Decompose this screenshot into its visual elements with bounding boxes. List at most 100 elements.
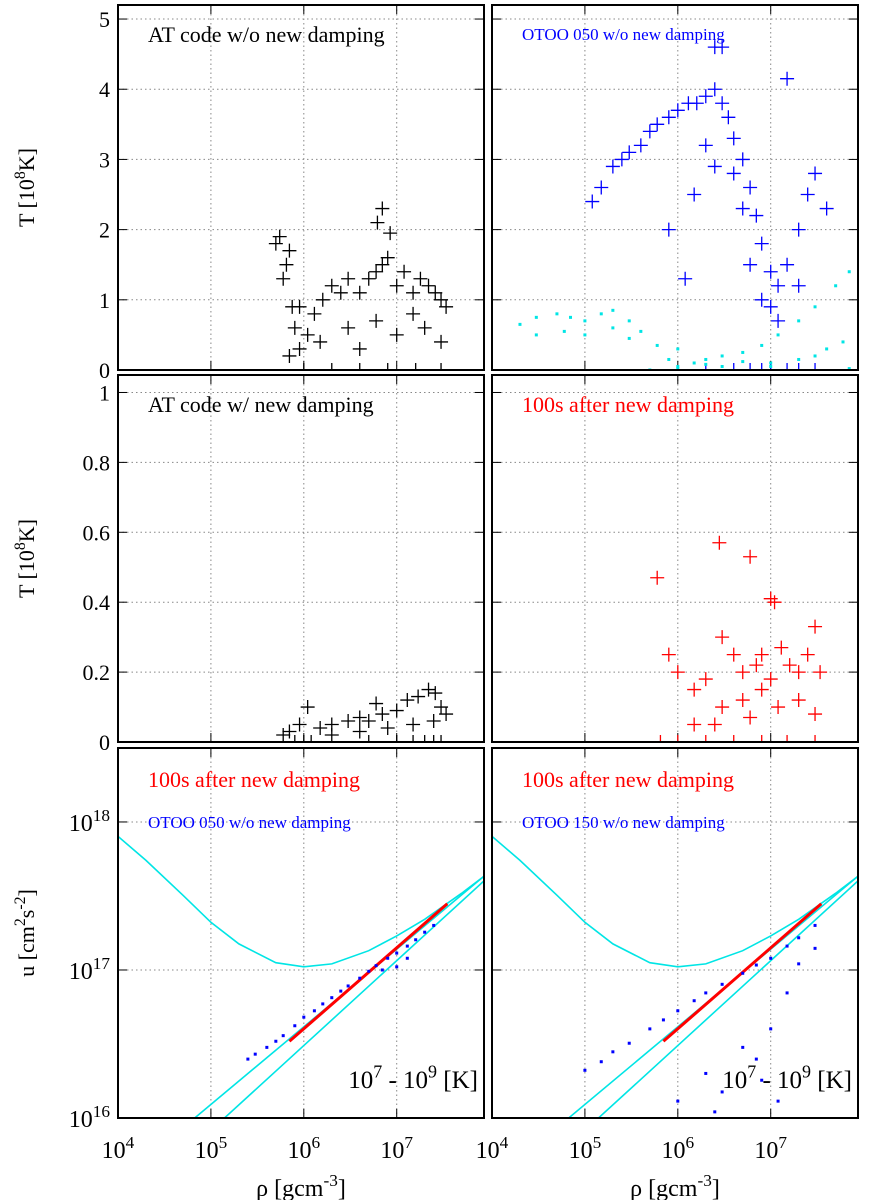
text-part: 10 <box>722 1067 747 1094</box>
plus-point <box>411 689 426 704</box>
dot-point <box>704 991 708 995</box>
text-part: -3 <box>697 1171 711 1190</box>
dot-point <box>374 964 378 968</box>
annotation: 100s after new damping <box>148 767 360 792</box>
text-part: 16 <box>93 1102 111 1121</box>
annotation: 100s after new damping <box>522 392 734 417</box>
plus-point <box>428 686 443 701</box>
dot-point <box>648 1027 652 1031</box>
plot-area <box>276 682 454 742</box>
annotation: AT code w/ new damping <box>148 392 374 417</box>
dot-point <box>769 1027 773 1031</box>
text-part: 10 <box>195 1138 219 1164</box>
dot-point <box>627 319 631 323</box>
plus-point <box>735 201 750 216</box>
plus-point <box>406 306 421 321</box>
text-part: 7 <box>778 1133 787 1152</box>
plus-point <box>434 735 449 742</box>
plus-point <box>292 341 307 356</box>
plus-point <box>375 257 390 272</box>
plus-point <box>417 735 432 742</box>
annotation: OTOO 050 w/o new damping <box>148 813 351 832</box>
text-part: 9 <box>802 1062 811 1082</box>
dot-point <box>720 982 724 986</box>
plus-point <box>287 735 302 742</box>
plus-point <box>780 363 795 370</box>
dot-point <box>395 965 399 969</box>
dot-point <box>611 308 615 312</box>
plus-point <box>622 145 637 160</box>
plus-point <box>650 570 665 585</box>
plus-point <box>361 271 376 286</box>
dot-point <box>534 315 538 319</box>
plus-point <box>754 363 769 370</box>
plus-point <box>749 658 764 673</box>
text-part: 10 <box>287 1138 311 1164</box>
dot-point <box>380 968 384 972</box>
plus-point <box>406 735 421 742</box>
dot-point <box>741 350 745 354</box>
plot-area <box>518 40 851 370</box>
dot-point <box>741 1045 745 1049</box>
dot-point <box>741 360 745 364</box>
dot-point <box>265 1045 269 1049</box>
dot-point <box>813 305 817 309</box>
text-part: 10 <box>661 1138 685 1164</box>
plus-point <box>678 271 693 286</box>
plus-point <box>341 714 356 729</box>
dot-point <box>847 367 851 370</box>
plus-point <box>661 110 676 125</box>
plus-point <box>406 717 421 732</box>
plus-point <box>389 735 404 742</box>
plus-point <box>771 278 786 293</box>
dot-point <box>414 938 418 942</box>
dot-point <box>569 315 573 319</box>
dot-point <box>813 923 817 927</box>
dot-point <box>720 354 724 358</box>
plus-point <box>791 665 806 680</box>
y-tick-label: 1017 <box>69 954 111 985</box>
plus-point <box>763 672 778 687</box>
plus-point <box>276 271 291 286</box>
plus-point <box>653 735 668 742</box>
dot-point <box>253 1052 257 1056</box>
plus-point <box>268 236 283 251</box>
frame <box>491 747 859 1119</box>
x-tick-label: 106 <box>661 1133 694 1164</box>
plus-point <box>439 299 454 314</box>
plus-point <box>715 700 730 715</box>
plus-point <box>413 271 428 286</box>
plus-point <box>352 285 367 300</box>
plus-point <box>791 222 806 237</box>
plus-point <box>743 257 758 272</box>
text-part: K] <box>14 519 39 542</box>
dot-point <box>776 1099 780 1103</box>
text-part: 8 <box>12 171 29 179</box>
plus-point <box>361 735 376 742</box>
plus-point <box>800 187 815 202</box>
y-tick-label: 5 <box>99 7 110 32</box>
plot-area <box>492 835 858 1118</box>
dot-point <box>741 971 745 975</box>
plus-point <box>735 665 750 680</box>
dot-point <box>704 1071 708 1075</box>
dot-point <box>562 329 566 333</box>
text-part: [K] <box>811 1067 852 1094</box>
plus-point <box>292 299 307 314</box>
dot-point <box>583 1068 587 1072</box>
dot-point <box>704 357 708 361</box>
plus-point <box>300 700 315 715</box>
plus-point <box>819 201 834 216</box>
plus-point <box>389 703 404 718</box>
text-part: 10 <box>380 1138 404 1164</box>
plus-point <box>715 96 730 111</box>
text-part: 9 <box>428 1062 437 1082</box>
x-tick-label: 106 <box>287 1133 320 1164</box>
plus-point <box>406 285 421 300</box>
plus-point <box>726 131 741 146</box>
plus-point <box>369 264 384 279</box>
plus-point <box>605 159 620 174</box>
dot-point <box>583 333 587 337</box>
plus-point <box>375 201 390 216</box>
text-part: 2 <box>12 918 29 926</box>
